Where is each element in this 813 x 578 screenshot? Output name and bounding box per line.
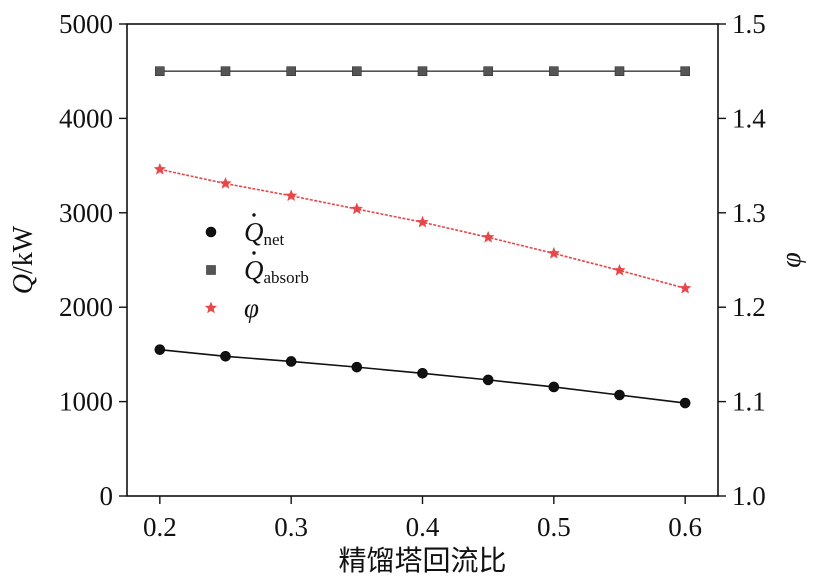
- data-point-q-net: [548, 381, 560, 393]
- y-right-tick-label: 1.1: [732, 387, 766, 417]
- legend-label-q-net: Qnet: [244, 217, 285, 249]
- x-tick-label: 0.3: [274, 512, 308, 542]
- y-left-tick-label: 0: [100, 481, 114, 511]
- data-point-series-2: [416, 215, 429, 228]
- legend-label-main: Q: [244, 255, 264, 285]
- data-point-q-net: [482, 374, 494, 386]
- data-point-q-absorb: [286, 66, 296, 76]
- data-point-series-2: [547, 246, 561, 259]
- y-left-tick-label: 5000: [59, 9, 113, 39]
- data-point-q-net: [417, 367, 428, 379]
- legend-label-series-2: φ: [244, 293, 259, 323]
- data-point-q-absorb: [483, 66, 493, 76]
- y-axis-left-title-symbol: Q: [8, 274, 39, 294]
- data-point-series-2: [284, 189, 298, 202]
- data-point-q-absorb: [549, 66, 559, 76]
- data-point-series-2: [613, 263, 626, 276]
- data-point-q-net: [351, 361, 363, 373]
- y-right-tick-label: 1.2: [732, 292, 766, 322]
- data-point-q-absorb: [614, 66, 625, 76]
- data-point-series-2: [350, 202, 364, 215]
- data-point-q-net: [220, 350, 231, 362]
- data-point-q-absorb: [155, 66, 165, 76]
- legend-marker-q-net: [205, 226, 217, 238]
- x-tick-label: 0.6: [668, 512, 702, 542]
- data-point-series-2: [153, 162, 167, 175]
- data-point-q-net: [614, 389, 625, 401]
- data-point-series-2: [219, 176, 232, 189]
- legend-label-subscript: net: [264, 230, 285, 249]
- legend-label-q-absorb: Qabsorb: [244, 255, 309, 287]
- data-point-series-2: [481, 230, 495, 243]
- y-left-tick-label: 2000: [59, 292, 113, 322]
- data-point-q-net: [154, 344, 166, 355]
- y-left-tick-label: 4000: [59, 103, 113, 133]
- data-point-series-2: [678, 281, 692, 294]
- data-point-q-net: [285, 356, 297, 367]
- data-point-q-absorb: [680, 66, 690, 76]
- plot-frame: [126, 23, 719, 497]
- legend-dot-accent: [252, 213, 256, 217]
- y-right-tick-label: 1.4: [732, 103, 766, 133]
- legend-marker-series-2: [204, 301, 218, 314]
- x-tick-label: 0.2: [143, 512, 177, 542]
- legend-label-main: Q: [244, 217, 264, 247]
- y-axis-right-title: φ: [776, 252, 807, 268]
- x-tick-label: 0.4: [406, 512, 440, 542]
- legend-label-main: φ: [244, 293, 259, 323]
- x-axis-title: 精馏塔回流比: [338, 545, 506, 577]
- plot-marks: [153, 66, 692, 409]
- y-right-tick-label: 1.3: [732, 198, 766, 228]
- legend-marker-q-absorb: [206, 265, 216, 275]
- data-point-q-absorb: [220, 66, 231, 76]
- y-right-tick-label: 1.0: [732, 481, 766, 511]
- series-line-series-2: [159, 168, 686, 290]
- axis-ticks: 0.2 0.3 0.4 0.5 0.6 0 1000 2000 3000 4000 5000 1.0 1…: [59, 9, 766, 542]
- y-axis-left-title-unit: /kW: [8, 225, 39, 274]
- y-right-tick-label: 1.5: [732, 9, 766, 39]
- legend-dot-accent: [252, 251, 256, 255]
- y-axis-left-title: Q/kW: [8, 225, 39, 294]
- plot-area-border: [126, 23, 719, 497]
- legend-label-subscript: absorb: [264, 268, 309, 287]
- data-point-q-absorb: [417, 66, 428, 76]
- data-point-q-absorb: [352, 66, 362, 76]
- data-point-q-net: [679, 397, 691, 409]
- y-left-tick-label: 1000: [59, 387, 113, 417]
- x-tick-label: 0.5: [537, 512, 571, 542]
- y-left-tick-label: 3000: [59, 198, 113, 228]
